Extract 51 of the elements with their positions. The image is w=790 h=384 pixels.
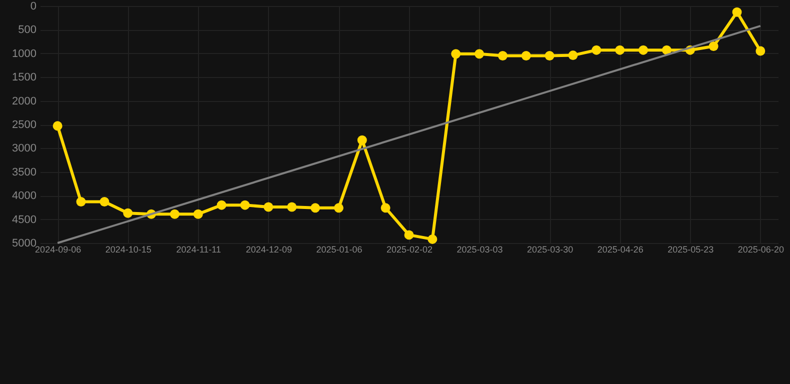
point xyxy=(732,7,742,17)
x-tick-label: 2025-05-23 xyxy=(668,244,714,254)
point xyxy=(216,200,226,210)
x-tick-label: 2025-03-30 xyxy=(527,244,574,254)
point xyxy=(193,209,203,219)
point xyxy=(170,209,180,219)
x-tick-label: 2024-09-06 xyxy=(35,244,82,254)
point xyxy=(615,45,625,55)
y-tick-label: 500 xyxy=(18,24,36,36)
x-tick-label: 2025-02-02 xyxy=(386,244,433,254)
y-tick-label: 4000 xyxy=(12,190,36,202)
y-tick-label: 3000 xyxy=(12,142,36,155)
point xyxy=(521,51,531,61)
point xyxy=(357,135,367,145)
point xyxy=(123,208,133,218)
point xyxy=(544,51,554,61)
y-tick-label: 4500 xyxy=(12,214,36,226)
point xyxy=(474,49,484,59)
point xyxy=(287,202,297,212)
point xyxy=(756,46,766,56)
y-tick-label: 3500 xyxy=(12,166,36,178)
point xyxy=(264,202,274,212)
x-tick-label: 2025-01-06 xyxy=(316,244,362,254)
point xyxy=(76,197,86,206)
x-tick-label: 2025-03-03 xyxy=(456,244,503,254)
x-tick-label: 2025-04-26 xyxy=(597,244,644,254)
point xyxy=(451,49,461,59)
point xyxy=(428,234,438,244)
point xyxy=(662,45,672,55)
y-tick-label: 1500 xyxy=(12,72,36,84)
point xyxy=(498,51,508,61)
y-tick-label: 2500 xyxy=(12,119,36,131)
point xyxy=(52,121,62,131)
x-tick-label: 2024-12-09 xyxy=(246,244,292,254)
point xyxy=(568,50,578,60)
point xyxy=(708,42,718,52)
x-tick-label: 2024-10-15 xyxy=(105,244,152,254)
x-tick-label: 2025-06-20 xyxy=(738,244,784,254)
point xyxy=(404,230,414,240)
point xyxy=(310,203,320,213)
y-tick-label: 5000 xyxy=(12,238,36,250)
point xyxy=(334,203,344,213)
y-tick-label: 0 xyxy=(30,0,36,12)
point xyxy=(380,203,390,213)
x-tick-label: 2024-11-11 xyxy=(176,244,221,254)
y-tick-label: 1000 xyxy=(12,48,36,60)
point xyxy=(100,197,110,206)
y-tick-label: 2000 xyxy=(12,95,36,108)
point xyxy=(592,45,602,55)
point xyxy=(638,45,648,55)
point xyxy=(240,200,250,210)
